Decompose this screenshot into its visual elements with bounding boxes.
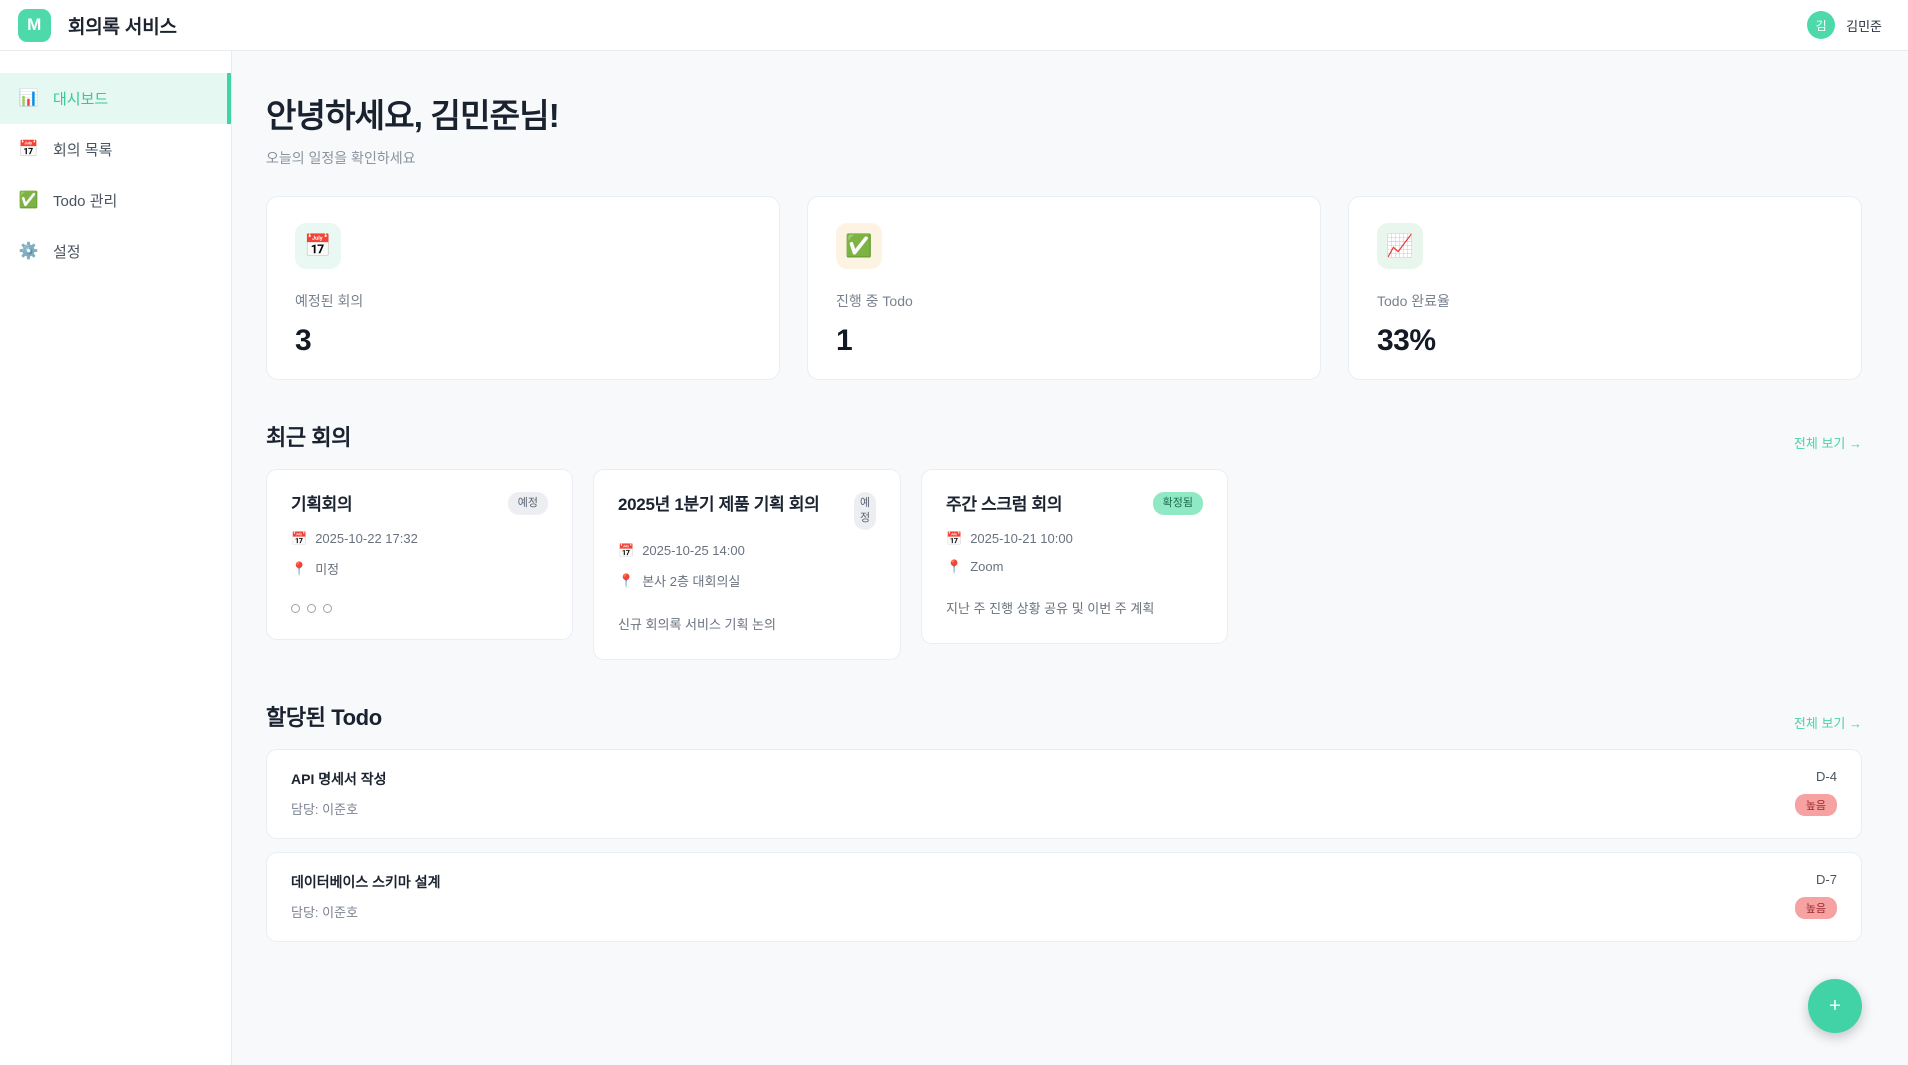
status-badge: 예정 [854, 492, 876, 530]
stat-card-scheduled-meetings[interactable]: 📅 예정된 회의 3 [266, 196, 780, 380]
gear-icon: ⚙️ [18, 242, 39, 260]
meeting-date: 2025-10-21 10:00 [970, 530, 1073, 546]
todo-owner: 담당: 이준호 [291, 904, 359, 920]
meeting-card-header: 주간 스크럼 회의 확정됨 [946, 492, 1203, 518]
meeting-location: Zoom [970, 558, 1004, 574]
todo-dday: D-4 [1816, 768, 1837, 784]
meeting-card-header: 기획회의 예정 [291, 492, 548, 518]
brand[interactable]: M 회의록 서비스 [18, 8, 177, 42]
meeting-date-row: 📅 2025-10-22 17:32 [291, 531, 548, 546]
location-pin-icon: 📍 [618, 572, 635, 588]
priority-badge: 높음 [1794, 896, 1837, 919]
sidebar-item-dashboard[interactable]: 📊 대시보드 [0, 73, 231, 124]
recent-meetings-header: 최근 회의 전체 보기 → [266, 420, 1862, 452]
check-box-icon: ✅ [18, 191, 39, 209]
meeting-location: 본사 2층 대회의실 [642, 573, 741, 589]
todo-meta: D-4 높음 [1794, 768, 1837, 816]
sidebar-item-meetings[interactable]: 📅 회의 목록 [0, 124, 231, 175]
app-logo-icon: M [18, 8, 51, 42]
stat-value: 33% [1377, 324, 1436, 357]
sidebar-item-settings[interactable]: ⚙️ 설정 [0, 226, 231, 277]
status-badge: 예정 [507, 492, 548, 515]
app-title: 회의록 서비스 [68, 16, 177, 38]
meeting-date-row: 📅 2025-10-21 10:00 [946, 531, 1203, 546]
calendar-icon: 📅 [618, 542, 635, 558]
todo-main: API 명세서 작성 담당: 이준호 [291, 769, 387, 818]
sidebar-item-todos[interactable]: ✅ Todo 관리 [0, 175, 231, 226]
sidebar-item-label: 회의 목록 [53, 142, 113, 159]
page-title: 안녕하세요, 김민준님! [266, 97, 560, 134]
stat-label: 진행 중 Todo [836, 293, 913, 309]
user-menu[interactable]: 김 김민준 [1807, 11, 1882, 39]
status-badge: 확정됨 [1152, 492, 1203, 515]
check-box-icon: ✅ [836, 223, 882, 269]
stat-label: Todo 완료율 [1377, 293, 1450, 309]
see-all-meetings-link[interactable]: 전체 보기 → [1793, 436, 1862, 451]
meeting-card[interactable]: 2025년 1분기 제품 기획 회의 예정 📅 2025-10-25 14:00… [593, 469, 901, 660]
participant-avatar-placeholder [323, 603, 332, 613]
todo-dday: D-7 [1816, 871, 1837, 887]
participant-avatar-placeholder [291, 603, 300, 613]
avatar: 김 [1807, 11, 1836, 39]
meeting-description: 신규 회의록 서비스 기획 논의 [618, 616, 776, 632]
main-content: 안녕하세요, 김민준님! 오늘의 일정을 확인하세요 📅 예정된 회의 3 ✅ … [232, 51, 1908, 1065]
todo-main: 데이터베이스 스키마 설계 담당: 이준호 [291, 872, 440, 921]
calendar-icon: 📅 [946, 530, 963, 546]
calendar-icon: 📅 [291, 530, 308, 546]
stat-card-todo-completion-rate[interactable]: 📈 Todo 완료율 33% [1348, 196, 1862, 380]
participant-avatar-placeholder [307, 603, 316, 613]
meeting-location-row: 📍 Zoom [946, 559, 1203, 574]
location-pin-icon: 📍 [291, 560, 308, 576]
todo-title: 데이터베이스 스키마 설계 [291, 873, 441, 890]
meeting-card-header: 2025년 1분기 제품 기획 회의 예정 [618, 492, 876, 530]
meeting-card[interactable]: 주간 스크럼 회의 확정됨 📅 2025-10-21 10:00 📍 Zoom … [921, 469, 1228, 644]
todo-list: API 명세서 작성 담당: 이준호 D-4 높음 데이터베이스 스키마 설계 … [266, 748, 1862, 942]
meeting-location: 미정 [315, 561, 340, 577]
meeting-location-row: 📍 미정 [291, 559, 548, 578]
assigned-todos-header: 할당된 Todo 전체 보기 → [266, 700, 1862, 732]
priority-badge: 높음 [1794, 793, 1837, 816]
user-name: 김민준 [1846, 18, 1882, 34]
todo-meta: D-7 높음 [1794, 871, 1837, 919]
chart-increasing-icon: 📈 [1377, 223, 1423, 269]
meeting-card[interactable]: 기획회의 예정 📅 2025-10-22 17:32 📍 미정 [266, 469, 573, 640]
stat-value: 1 [836, 324, 853, 357]
section-title: 최근 회의 [266, 425, 352, 450]
todo-title: API 명세서 작성 [291, 770, 387, 787]
sidebar-item-label: Todo 관리 [53, 193, 118, 210]
location-pin-icon: 📍 [946, 558, 963, 574]
todo-row[interactable]: API 명세서 작성 담당: 이준호 D-4 높음 [266, 748, 1862, 839]
meeting-location-row: 📍 본사 2층 대회의실 [618, 571, 876, 590]
add-button[interactable]: + [1808, 979, 1862, 1033]
meeting-title: 2025년 1분기 제품 기획 회의 [618, 495, 820, 514]
section-title: 할당된 Todo [266, 704, 382, 730]
calendar-icon: 📅 [295, 223, 341, 269]
meeting-date-row: 📅 2025-10-25 14:00 [618, 543, 876, 558]
stat-card-grid: 📅 예정된 회의 3 ✅ 진행 중 Todo 1 📈 Todo 완료율 33% [266, 196, 1862, 380]
sidebar-item-label: 대시보드 [53, 91, 109, 108]
meeting-card-list: 기획회의 예정 📅 2025-10-22 17:32 📍 미정 [266, 469, 1862, 660]
todo-row[interactable]: 데이터베이스 스키마 설계 담당: 이준호 D-7 높음 [266, 851, 1862, 942]
sidebar-item-label: 설정 [53, 244, 81, 261]
calendar-icon: 📅 [18, 140, 39, 158]
meeting-description: 지난 주 진행 상황 공유 및 이번 주 계획 [946, 600, 1155, 616]
page-subtitle: 오늘의 일정을 확인하세요 [266, 150, 416, 166]
sidebar: 📊 대시보드 📅 회의 목록 ✅ Todo 관리 ⚙️ 설정 [0, 51, 232, 1065]
app-shell: 📊 대시보드 📅 회의 목록 ✅ Todo 관리 ⚙️ 설정 안녕하세요, 김민… [0, 51, 1908, 1065]
bar-chart-icon: 📊 [18, 89, 39, 107]
stat-card-in-progress-todo[interactable]: ✅ 진행 중 Todo 1 [807, 196, 1321, 380]
meeting-title: 주간 스크럼 회의 [946, 495, 1063, 514]
see-all-todos-link[interactable]: 전체 보기 → [1793, 715, 1862, 731]
meeting-date: 2025-10-22 17:32 [315, 530, 418, 546]
participant-avatars [291, 603, 548, 613]
top-bar: M 회의록 서비스 김 김민준 [0, 0, 1908, 51]
stat-label: 예정된 회의 [295, 293, 364, 309]
meeting-title: 기획회의 [291, 495, 353, 514]
todo-owner: 담당: 이준호 [291, 801, 359, 817]
stat-value: 3 [295, 324, 312, 357]
meeting-date: 2025-10-25 14:00 [642, 542, 745, 558]
